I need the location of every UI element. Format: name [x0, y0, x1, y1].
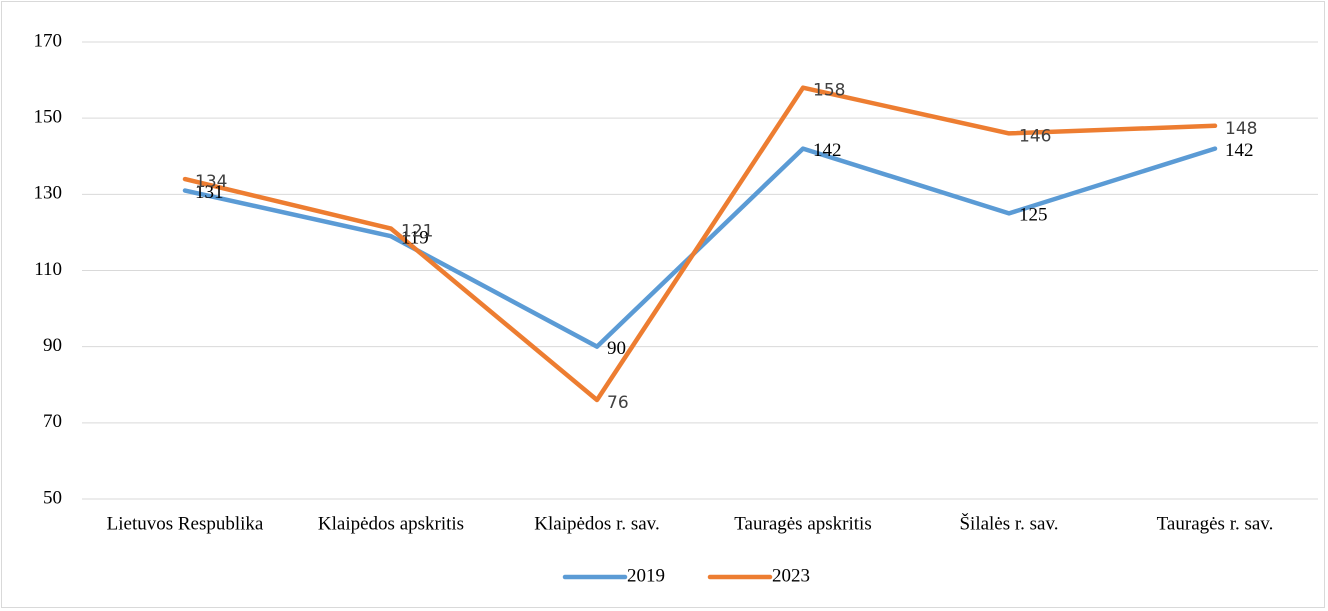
x-tick-label: Lietuvos Respublika	[107, 513, 264, 534]
legend-label: 2019	[627, 565, 665, 586]
y-tick-label: 130	[34, 183, 63, 204]
data-label: 90	[607, 338, 626, 359]
legend-label: 2023	[772, 565, 810, 586]
y-tick-label: 110	[34, 259, 62, 280]
data-label: 119	[401, 228, 429, 249]
x-tick-label: Tauragės apskritis	[734, 513, 871, 534]
series-line	[182, 85, 1218, 403]
y-tick-label: 50	[43, 487, 62, 508]
data-label: 131	[195, 182, 224, 203]
data-label: 142	[813, 140, 842, 161]
x-tick-label: Šilalės r. sav.	[959, 512, 1058, 534]
x-tick-label: Tauragės r. sav.	[1157, 513, 1274, 534]
data-label: 125	[1019, 205, 1048, 226]
x-tick-label: Klaipėdos apskritis	[318, 513, 464, 534]
data-label: 134	[195, 172, 227, 192]
data-label: 121	[401, 222, 433, 242]
data-label: 146	[1019, 126, 1051, 146]
data-label: 158	[813, 81, 845, 101]
y-tick-label: 150	[34, 107, 63, 128]
x-tick-label: Klaipėdos r. sav.	[534, 513, 659, 534]
data-label: 148	[1225, 119, 1257, 139]
data-label: 76	[607, 393, 629, 413]
y-tick-label: 90	[43, 335, 62, 356]
data-label: 142	[1225, 140, 1254, 161]
y-tick-label: 70	[43, 411, 62, 432]
y-tick-label: 170	[34, 30, 63, 51]
